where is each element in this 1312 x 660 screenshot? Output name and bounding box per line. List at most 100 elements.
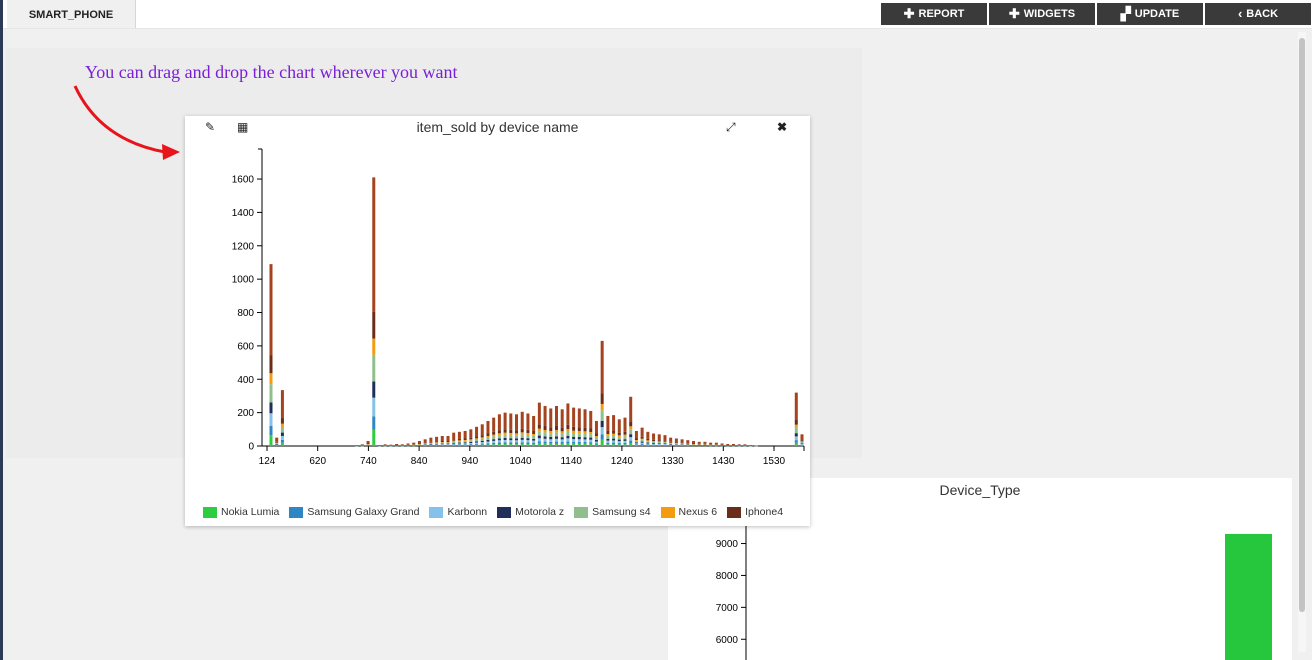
bar-segment[interactable] <box>560 433 564 438</box>
bar-segment[interactable] <box>463 444 467 446</box>
bar-segment[interactable] <box>566 428 570 432</box>
bar-segment[interactable] <box>794 436 798 441</box>
bar-segment[interactable] <box>480 443 484 445</box>
bar-segment[interactable] <box>543 438 547 442</box>
bar-segment[interactable] <box>435 441 439 443</box>
bar-segment[interactable] <box>469 441 473 443</box>
bar-segment[interactable] <box>617 441 621 444</box>
bar-segment[interactable] <box>731 443 735 445</box>
bar-segment[interactable] <box>583 433 587 438</box>
bar-segment[interactable] <box>629 429 633 435</box>
bar-segment[interactable] <box>657 444 661 446</box>
back-button[interactable]: ‹ BACK <box>1205 3 1311 25</box>
bar-segment[interactable] <box>440 444 444 445</box>
bar-segment[interactable] <box>577 433 581 437</box>
bar-segment[interactable] <box>560 431 564 434</box>
bar-segment[interactable] <box>280 432 284 436</box>
bar-segment[interactable] <box>435 445 439 446</box>
bar-segment[interactable] <box>663 442 667 444</box>
bar-segment[interactable] <box>429 441 433 443</box>
bar-segment[interactable] <box>406 443 410 445</box>
bar-segment[interactable] <box>509 442 513 445</box>
bar-segment[interactable] <box>497 438 501 441</box>
bar-segment[interactable] <box>480 437 484 439</box>
bar-segment[interactable] <box>640 438 644 440</box>
bar-segment[interactable] <box>652 433 656 440</box>
bar-segment[interactable] <box>457 440 461 442</box>
bar-segment[interactable] <box>612 440 616 443</box>
bar-segment[interactable] <box>583 439 587 442</box>
bar-segment[interactable] <box>469 444 473 446</box>
bar-segment[interactable] <box>452 442 456 444</box>
bar-segment[interactable] <box>663 444 667 445</box>
bar-segment[interactable] <box>366 443 370 444</box>
bar-segment[interactable] <box>657 434 661 441</box>
bar-segment[interactable] <box>617 444 621 446</box>
bar-segment[interactable] <box>612 415 616 431</box>
bar-segment[interactable] <box>446 444 450 445</box>
bar-segment[interactable] <box>537 441 541 444</box>
bar-segment[interactable] <box>646 445 650 446</box>
bar-segment[interactable] <box>515 442 519 445</box>
bar-segment[interactable] <box>577 443 581 446</box>
bar-segment[interactable] <box>674 442 678 443</box>
bar-segment[interactable] <box>572 426 576 431</box>
bar-segment[interactable] <box>452 443 456 445</box>
bar-segment[interactable] <box>640 441 644 443</box>
bar-segment[interactable] <box>554 425 558 430</box>
bar-segment[interactable] <box>480 438 484 441</box>
bar-segment[interactable] <box>275 443 279 444</box>
bar-segment[interactable] <box>617 436 621 440</box>
bar-segment[interactable] <box>634 445 638 446</box>
bar-segment[interactable] <box>800 445 804 446</box>
bar-segment[interactable] <box>509 434 513 439</box>
bar-segment[interactable] <box>600 410 604 421</box>
bar-segment[interactable] <box>503 429 507 433</box>
bar-segment[interactable] <box>520 443 524 446</box>
bar-segment[interactable] <box>549 441 553 444</box>
bar-segment[interactable] <box>366 440 370 444</box>
bar-segment[interactable] <box>520 437 524 440</box>
bar-segment[interactable] <box>509 444 513 446</box>
bar-segment[interactable] <box>549 430 553 434</box>
bar-segment[interactable] <box>532 433 536 436</box>
bar-segment[interactable] <box>583 427 587 432</box>
bar-segment[interactable] <box>475 444 479 446</box>
bar-segment[interactable] <box>623 439 627 441</box>
bar-segment[interactable] <box>583 409 587 428</box>
legend-item[interactable]: Samsung Galaxy Grand <box>289 506 419 518</box>
bar-segment[interactable] <box>492 417 496 432</box>
bar-segment[interactable] <box>275 442 279 444</box>
bar-segment[interactable] <box>554 443 558 446</box>
bar-segment[interactable] <box>440 442 444 444</box>
bar-segment[interactable] <box>429 437 433 442</box>
bar-segment[interactable] <box>589 431 593 435</box>
bar-segment[interactable] <box>423 439 427 443</box>
bar-segment[interactable] <box>669 442 673 444</box>
bar-segment[interactable] <box>634 442 638 444</box>
grid-icon[interactable]: ▦ <box>237 120 249 134</box>
bar-segment[interactable] <box>480 442 484 444</box>
bar-segment[interactable] <box>526 434 530 439</box>
bar-segment[interactable] <box>646 441 650 443</box>
bar-segment[interactable] <box>554 438 558 442</box>
expand-icon[interactable]: ⤢ <box>726 120 736 134</box>
bar-segment[interactable] <box>372 311 376 339</box>
bar-segment[interactable] <box>280 418 284 424</box>
bar-segment[interactable] <box>583 437 587 440</box>
bar-segment[interactable] <box>269 402 273 414</box>
update-button[interactable]: ▞ UPDATE <box>1097 3 1203 25</box>
bar-segment[interactable] <box>492 439 496 441</box>
bar-segment[interactable] <box>275 441 279 443</box>
widgets-button[interactable]: ✚ WIDGETS <box>989 3 1095 25</box>
bar-segment[interactable] <box>669 437 673 442</box>
bar-segment[interactable] <box>560 441 564 444</box>
bar-segment[interactable] <box>492 444 496 446</box>
bar-segment[interactable] <box>452 445 456 446</box>
bar-segment[interactable] <box>526 444 530 446</box>
bar-segment[interactable] <box>566 424 570 429</box>
bar-segment[interactable] <box>503 439 507 443</box>
bar-segment[interactable] <box>583 441 587 444</box>
bar-segment[interactable] <box>480 444 484 446</box>
bar-segment[interactable] <box>486 439 490 442</box>
